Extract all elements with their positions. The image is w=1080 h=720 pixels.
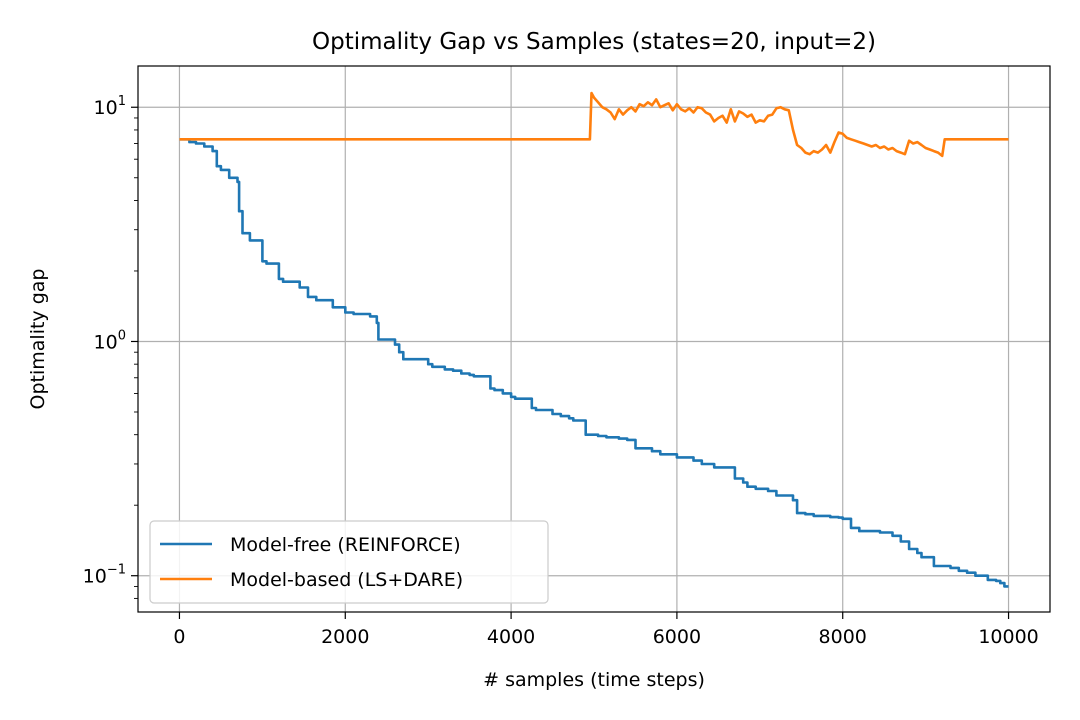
y-tick-exponent: −1 xyxy=(107,563,126,578)
legend-label: Model-based (LS+DARE) xyxy=(230,569,463,591)
y-tick-label: 100 xyxy=(94,328,126,353)
y-axis-label: Optimality gap xyxy=(27,269,49,410)
x-tick-label: 2000 xyxy=(321,626,369,648)
y-tick-base: 10 xyxy=(94,97,118,119)
x-tick-label: 6000 xyxy=(653,626,701,648)
x-tick-label: 0 xyxy=(173,626,185,648)
y-tick-exponent: 1 xyxy=(118,94,126,109)
x-tick-label: 4000 xyxy=(487,626,535,648)
y-tick-label: 101 xyxy=(94,94,126,119)
x-axis: 0 2000 4000 6000 8000 10000 xyxy=(173,612,1039,648)
y-tick-label: 10−1 xyxy=(83,563,126,588)
legend-box xyxy=(149,520,549,604)
series-line-model-based xyxy=(179,91,1009,158)
legend-label: Model-free (REINFORCE) xyxy=(230,534,461,556)
y-tick-base: 10 xyxy=(83,566,107,588)
y-tick-base: 10 xyxy=(94,331,118,353)
x-axis-label: # samples (time steps) xyxy=(483,669,705,691)
x-tick-label: 10000 xyxy=(978,626,1038,648)
series-line-model-free xyxy=(179,138,1009,588)
plot-frame xyxy=(137,65,1051,613)
chart-title: Optimality Gap vs Samples (states=20, in… xyxy=(312,29,876,55)
series-layer xyxy=(179,91,1009,588)
legend: Model-free (REINFORCE) Model-based (LS+DA… xyxy=(149,520,549,604)
y-tick-exponent: 0 xyxy=(118,328,126,343)
x-tick-label: 8000 xyxy=(819,626,867,648)
